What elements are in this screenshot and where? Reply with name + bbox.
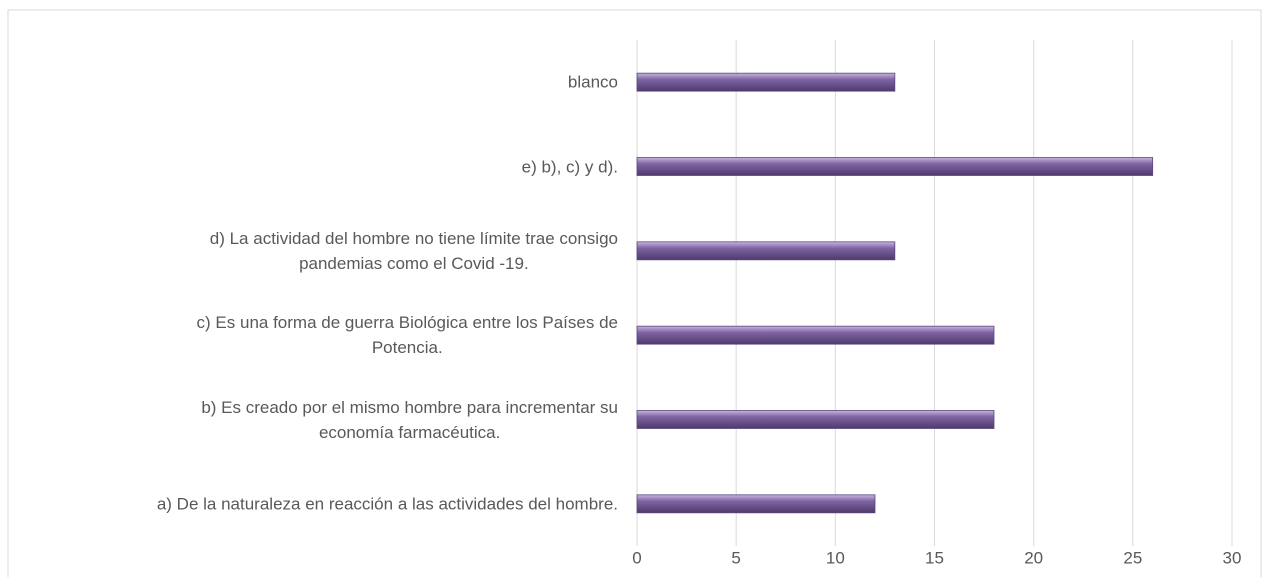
bar — [636, 494, 876, 514]
chart-border — [7, 9, 1262, 577]
bar — [636, 157, 1154, 176]
bar — [636, 325, 995, 345]
x-tick-label: 10 — [826, 548, 845, 567]
category-label: d) La actividad del hombre no tiene lími… — [209, 228, 618, 273]
x-tick-label: 0 — [632, 548, 641, 567]
category-label: c) Es una forma de guerra Biológica entr… — [196, 313, 618, 358]
bar — [636, 72, 896, 92]
x-tick-label: 20 — [1024, 548, 1043, 567]
category-label: e) b), c) y d). — [521, 157, 618, 176]
category-label: blanco — [567, 72, 618, 92]
x-tick-label: 5 — [731, 548, 740, 567]
x-tick-label: 30 — [1223, 548, 1242, 567]
x-tick-label: 25 — [1123, 548, 1142, 567]
category-label: b) Es creado por el mismo hombre para in… — [201, 397, 618, 442]
bar — [636, 410, 995, 429]
category-label: a) De la naturaleza en reacción a las ac… — [156, 494, 618, 514]
x-tick-label: 15 — [925, 548, 944, 567]
bar — [636, 241, 896, 261]
